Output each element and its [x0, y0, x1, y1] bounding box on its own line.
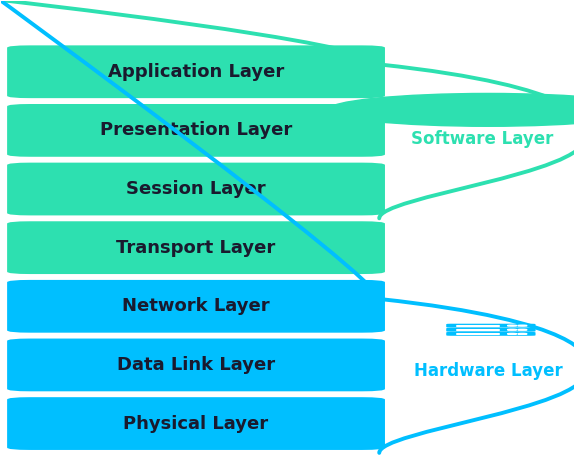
FancyBboxPatch shape — [446, 324, 535, 328]
FancyBboxPatch shape — [446, 332, 535, 336]
Circle shape — [518, 329, 527, 330]
Circle shape — [508, 333, 517, 334]
Text: Network Layer: Network Layer — [122, 297, 270, 315]
Circle shape — [508, 329, 517, 330]
Text: Presentation Layer: Presentation Layer — [100, 121, 292, 139]
FancyBboxPatch shape — [446, 328, 535, 332]
Circle shape — [414, 97, 582, 116]
FancyBboxPatch shape — [7, 104, 385, 157]
Circle shape — [374, 96, 582, 119]
FancyBboxPatch shape — [7, 163, 385, 215]
Circle shape — [518, 325, 527, 326]
Text: Hardware Layer: Hardware Layer — [414, 362, 562, 380]
Text: Transport Layer: Transport Layer — [116, 239, 276, 257]
Text: Software Layer: Software Layer — [411, 130, 553, 148]
Circle shape — [328, 94, 582, 126]
FancyBboxPatch shape — [434, 110, 542, 116]
Text: Application Layer: Application Layer — [108, 63, 284, 81]
FancyBboxPatch shape — [7, 338, 385, 391]
FancyBboxPatch shape — [7, 221, 385, 274]
Circle shape — [379, 97, 562, 116]
FancyBboxPatch shape — [7, 280, 385, 333]
Circle shape — [331, 97, 582, 123]
Text: Physical Layer: Physical Layer — [123, 415, 269, 432]
FancyBboxPatch shape — [7, 397, 385, 450]
Text: Session Layer: Session Layer — [126, 180, 266, 198]
FancyBboxPatch shape — [7, 45, 385, 98]
Text: Data Link Layer: Data Link Layer — [117, 356, 275, 374]
Circle shape — [508, 325, 517, 326]
Circle shape — [518, 333, 527, 334]
Circle shape — [393, 97, 582, 123]
